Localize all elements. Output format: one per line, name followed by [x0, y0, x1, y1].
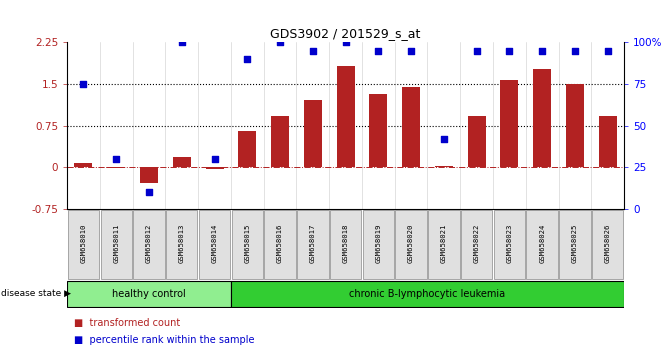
Bar [238, 131, 256, 167]
Bar [461, 210, 493, 279]
Text: GSM658020: GSM658020 [408, 223, 414, 263]
Text: ■  percentile rank within the sample: ■ percentile rank within the sample [74, 335, 254, 345]
Text: GSM658012: GSM658012 [146, 223, 152, 263]
Text: GSM658022: GSM658022 [474, 223, 480, 263]
Text: GSM658025: GSM658025 [572, 223, 578, 263]
Text: GSM658026: GSM658026 [605, 223, 611, 263]
Point [340, 40, 351, 45]
Point [504, 48, 515, 53]
Bar [67, 281, 231, 307]
Point [406, 48, 417, 53]
Bar [231, 210, 263, 279]
Point [307, 48, 318, 53]
Bar [428, 210, 460, 279]
Bar [304, 99, 322, 167]
Point [144, 189, 154, 195]
Point [471, 48, 482, 53]
Bar [501, 80, 519, 167]
Point [111, 156, 121, 162]
Text: GSM658010: GSM658010 [81, 223, 87, 263]
Point [603, 48, 613, 53]
Bar [271, 116, 289, 167]
Text: ■  transformed count: ■ transformed count [74, 318, 180, 328]
Text: GSM658011: GSM658011 [113, 223, 119, 263]
Text: chronic B-lymphocytic leukemia: chronic B-lymphocytic leukemia [350, 289, 505, 299]
Point [242, 56, 253, 62]
Bar [468, 116, 486, 167]
Text: GSM658016: GSM658016 [277, 223, 283, 263]
Bar [599, 116, 617, 167]
Point [438, 136, 449, 142]
Text: GSM658021: GSM658021 [441, 223, 447, 263]
Bar [533, 69, 551, 167]
Bar [435, 166, 453, 167]
Bar [199, 210, 230, 279]
Bar [297, 210, 329, 279]
Point [209, 156, 220, 162]
Bar [68, 210, 99, 279]
Bar [330, 210, 361, 279]
Bar [395, 210, 427, 279]
Bar [494, 210, 525, 279]
Bar [231, 281, 624, 307]
Text: GSM658019: GSM658019 [375, 223, 381, 263]
Bar [264, 210, 296, 279]
Text: GSM658017: GSM658017 [310, 223, 316, 263]
Point [78, 81, 89, 87]
Title: GDS3902 / 201529_s_at: GDS3902 / 201529_s_at [270, 27, 421, 40]
Bar [74, 164, 93, 167]
Text: GSM658014: GSM658014 [211, 223, 217, 263]
Text: healthy control: healthy control [112, 289, 186, 299]
Point [373, 48, 384, 53]
Text: GSM658018: GSM658018 [343, 223, 348, 263]
Bar [205, 167, 223, 169]
Point [176, 40, 187, 45]
Point [537, 48, 548, 53]
Point [274, 40, 285, 45]
Bar [166, 210, 197, 279]
Text: GSM658013: GSM658013 [178, 223, 185, 263]
Bar [566, 84, 584, 167]
Bar [101, 210, 132, 279]
Bar [107, 167, 125, 169]
Bar [362, 210, 394, 279]
Bar [527, 210, 558, 279]
Bar [140, 167, 158, 183]
Point [570, 48, 580, 53]
Bar [402, 87, 420, 167]
Text: disease state ▶: disease state ▶ [1, 289, 70, 298]
Text: GSM658023: GSM658023 [507, 223, 513, 263]
Bar [369, 94, 387, 167]
Bar [592, 210, 623, 279]
Bar [172, 157, 191, 167]
Text: GSM658015: GSM658015 [244, 223, 250, 263]
Bar [559, 210, 590, 279]
Bar [134, 210, 164, 279]
Bar [337, 66, 354, 167]
Text: GSM658024: GSM658024 [539, 223, 545, 263]
